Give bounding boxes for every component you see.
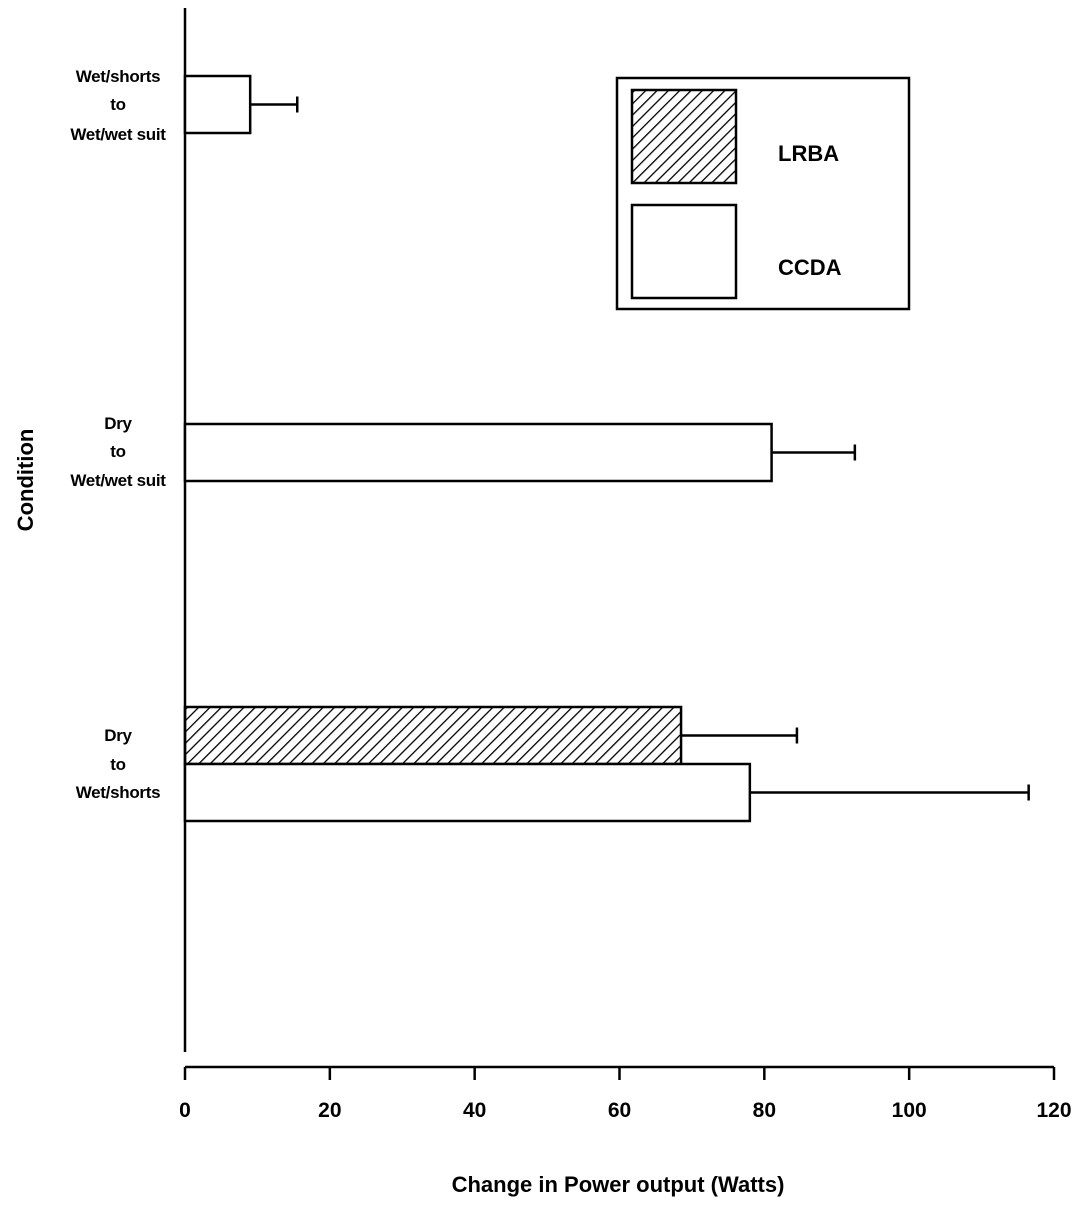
bars bbox=[183, 74, 1030, 823]
y-axis-title: Condition bbox=[13, 429, 38, 532]
x-tick-label: 0 bbox=[179, 1099, 191, 1122]
bar-lrba-2 bbox=[183, 705, 683, 766]
category-label: Dry bbox=[104, 414, 132, 433]
x-ticks: 0 20 40 60 80 100 120 bbox=[179, 1067, 1072, 1122]
category-label: Wet/shorts bbox=[76, 783, 161, 802]
x-tick-label: 20 bbox=[318, 1099, 341, 1122]
x-tick-label: 60 bbox=[608, 1099, 631, 1122]
x-axis-title: Change in Power output (Watts) bbox=[452, 1172, 785, 1197]
category-label: to bbox=[110, 442, 125, 461]
legend-swatch-lrba bbox=[630, 88, 738, 185]
legend-label-ccda: CCDA bbox=[778, 255, 842, 280]
category-label: Wet/shorts bbox=[76, 67, 161, 86]
x-tick-label: 80 bbox=[753, 1099, 776, 1122]
x-tick-label: 120 bbox=[1036, 1099, 1071, 1122]
category-label: Wet/wet suit bbox=[70, 471, 166, 490]
bar-ccda-0 bbox=[183, 74, 252, 135]
bar-ccda-2 bbox=[183, 762, 752, 823]
category-label: to bbox=[110, 95, 125, 114]
bar-ccda-1 bbox=[183, 422, 773, 483]
x-tick-label: 100 bbox=[892, 1099, 927, 1122]
category-label: to bbox=[110, 755, 125, 774]
legend-label-lrba: LRBA bbox=[778, 141, 839, 166]
legend: LRBA CCDA bbox=[615, 76, 911, 311]
category-label: Dry bbox=[104, 726, 132, 745]
category-labels: Wet/shorts to Wet/wet suit Dry to Wet/wet sui… bbox=[70, 67, 166, 802]
legend-swatch-ccda bbox=[630, 203, 738, 300]
category-label: Wet/wet suit bbox=[70, 125, 166, 144]
x-tick-label: 40 bbox=[463, 1099, 486, 1122]
